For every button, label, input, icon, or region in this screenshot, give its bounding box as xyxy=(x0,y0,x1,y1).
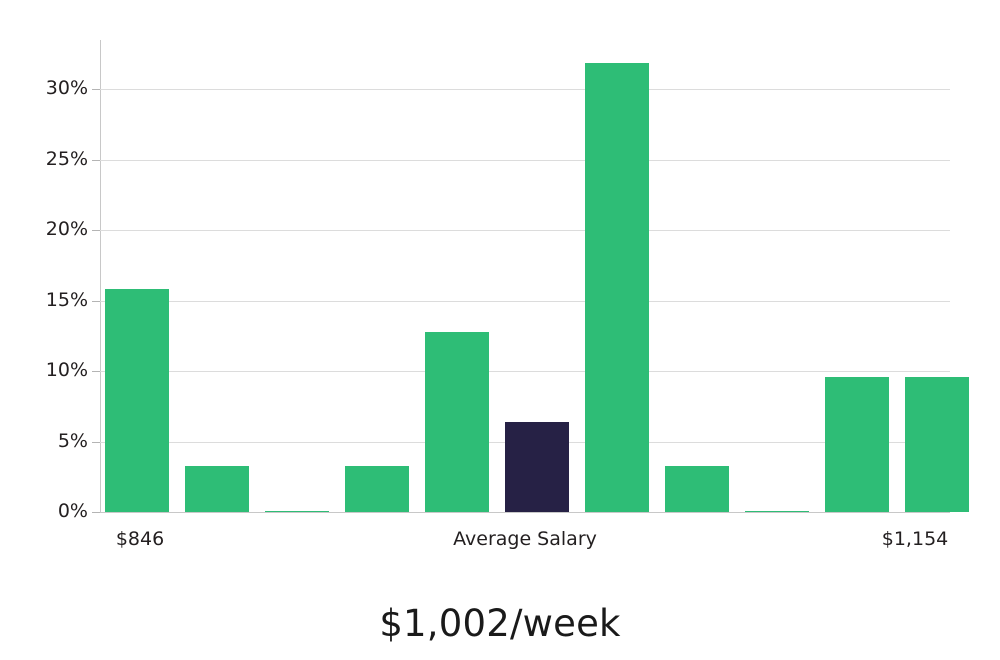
y-tick-label: 10% xyxy=(45,359,88,382)
y-tick-mark xyxy=(92,89,100,91)
x-axis-labels: $846 Average Salary $1,154 xyxy=(0,528,1000,562)
y-axis-labels: 0% 5% 10% 15% 20% 25% 30% xyxy=(0,40,88,521)
y-tick-label: 20% xyxy=(45,218,88,241)
bar[interactable] xyxy=(585,62,649,512)
gridline xyxy=(100,300,950,302)
chart-caption: $1,002/week xyxy=(379,602,621,645)
bar[interactable] xyxy=(905,376,969,512)
bar[interactable] xyxy=(665,465,729,512)
x-tick-label: $846 xyxy=(115,528,165,550)
y-tick-mark xyxy=(92,230,100,232)
y-tick-mark xyxy=(92,371,100,373)
y-tick-mark xyxy=(92,441,100,443)
y-tick-mark xyxy=(92,159,100,161)
bar[interactable] xyxy=(345,465,409,512)
bar[interactable] xyxy=(105,289,169,512)
gridline xyxy=(100,512,950,513)
bar[interactable] xyxy=(825,376,889,512)
gridline xyxy=(100,371,950,373)
y-tick-label: 5% xyxy=(57,429,88,452)
y-tick-label: 25% xyxy=(45,147,88,170)
gridline xyxy=(100,230,950,232)
x-tick-label: Average Salary xyxy=(453,528,597,550)
y-tick-label: 30% xyxy=(45,77,88,100)
x-tick-label: $1,154 xyxy=(881,528,949,550)
gridline xyxy=(100,89,950,91)
gridline xyxy=(100,159,950,161)
bar[interactable] xyxy=(265,510,329,512)
y-tick-mark xyxy=(92,512,100,513)
bar-highlighted[interactable] xyxy=(505,421,569,512)
y-tick-mark xyxy=(92,300,100,302)
bar[interactable] xyxy=(745,510,809,512)
y-tick-label: 0% xyxy=(57,500,88,522)
y-axis-line xyxy=(100,40,101,512)
y-tick-label: 15% xyxy=(45,288,88,311)
bar-series xyxy=(100,40,969,512)
bar[interactable] xyxy=(185,465,249,512)
bar[interactable] xyxy=(425,331,489,512)
